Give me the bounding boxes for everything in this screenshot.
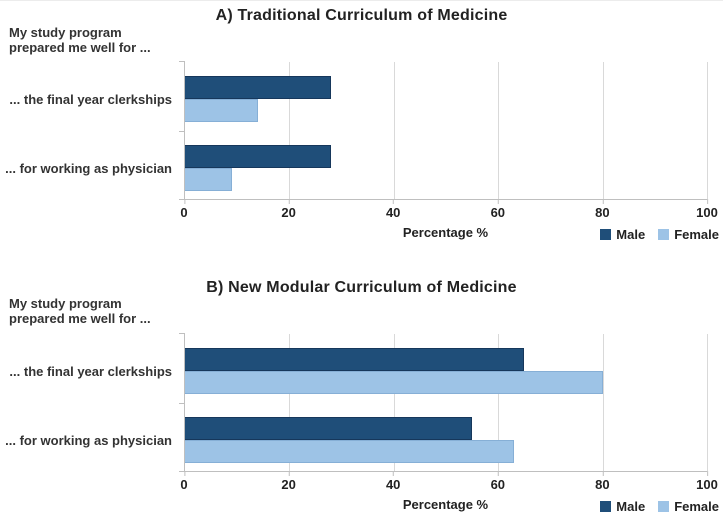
male-swatch-icon <box>600 501 612 512</box>
x-axis-label: Percentage % <box>402 497 489 512</box>
plot-area <box>179 333 708 472</box>
x-tick-label: 100 <box>696 199 718 220</box>
y-axis-tick <box>179 471 185 472</box>
bar-male-physician <box>185 417 473 440</box>
y-axis-note-line2: prepared me well for ... <box>9 311 151 326</box>
bar-male-physician <box>185 145 332 168</box>
chart-b: B) New Modular Curriculum of Medicine My… <box>0 265 723 529</box>
x-tick-label: 60 <box>490 199 506 220</box>
legend-item-male: Male <box>600 499 645 514</box>
gridline <box>393 62 395 199</box>
x-tick-label: 40 <box>385 199 401 220</box>
y-axis-tick <box>179 61 185 62</box>
bar-group-clerkships <box>185 348 707 394</box>
chart-a-title: A) Traditional Curriculum of Medicine <box>215 7 508 24</box>
x-tick-label: 40 <box>385 471 401 492</box>
legend-label-male: Male <box>616 499 646 514</box>
gridline <box>602 62 604 199</box>
gridline <box>289 62 291 199</box>
chart-a: A) Traditional Curriculum of Medicine My… <box>0 1 723 265</box>
category-label-clerkships: ... the final year clerkships <box>9 91 172 107</box>
y-axis-note-line2: prepared me well for ... <box>9 40 151 55</box>
x-tick-label: 0 <box>180 199 188 220</box>
gridline <box>289 334 291 471</box>
legend-label-female: Female <box>674 499 719 514</box>
legend-item-male: Male <box>600 227 645 242</box>
y-axis-note-line1: My study program <box>9 25 122 40</box>
y-axis-tick <box>179 402 185 404</box>
bar-male-clerkships <box>185 76 332 99</box>
x-tick-label: 20 <box>281 199 296 220</box>
male-swatch-icon <box>600 229 612 240</box>
x-axis-ticks: 0 20 40 60 80 100 <box>180 199 718 222</box>
legend: Male Female <box>600 227 719 242</box>
category-axis: ... the final year clerkships ... for wo… <box>0 334 184 472</box>
y-axis-note-line1: My study program <box>9 296 122 311</box>
bar-group-physician <box>185 417 707 463</box>
legend-label-male: Male <box>616 227 646 242</box>
x-tick-label: 60 <box>490 471 506 492</box>
bar-group-physician <box>185 145 707 191</box>
bar-female-physician <box>185 168 232 191</box>
plot-area <box>179 61 708 200</box>
legend: Male Female <box>600 499 719 514</box>
gridline <box>498 334 500 471</box>
x-tick-label: 20 <box>281 471 296 492</box>
legend-label-female: Female <box>674 227 719 242</box>
female-swatch-icon <box>658 501 670 512</box>
bar-female-physician <box>185 440 514 463</box>
gridlines <box>185 334 708 471</box>
x-tick-label: 80 <box>595 471 610 492</box>
gridline <box>602 334 604 471</box>
gridline <box>707 62 708 199</box>
bar-male-clerkships <box>185 348 525 371</box>
x-tick-label: 0 <box>180 471 188 492</box>
category-label-physician: ... for working as physician <box>5 160 172 176</box>
gridline <box>707 334 708 471</box>
category-label-physician: ... for working as physician <box>5 432 172 448</box>
gridlines <box>185 62 708 199</box>
bar-group-clerkships <box>185 76 707 122</box>
legend-item-female: Female <box>658 227 719 242</box>
y-axis-tick <box>179 333 185 334</box>
bar-female-clerkships <box>185 371 603 394</box>
x-tick-label: 80 <box>595 199 610 220</box>
y-axis-note: My study program prepared me well for ..… <box>9 25 151 55</box>
x-tick-label: 100 <box>696 471 718 492</box>
female-swatch-icon <box>658 229 670 240</box>
gridline <box>498 62 500 199</box>
category-axis: ... the final year clerkships ... for wo… <box>0 62 184 200</box>
y-axis-note: My study program prepared me well for ..… <box>9 296 151 326</box>
bar-female-clerkships <box>185 99 259 122</box>
legend-item-female: Female <box>658 499 719 514</box>
x-axis-label: Percentage % <box>402 225 489 240</box>
gridline <box>393 334 395 471</box>
y-axis-tick <box>179 199 185 200</box>
category-label-clerkships: ... the final year clerkships <box>9 363 172 379</box>
x-axis-ticks: 0 20 40 60 80 100 <box>180 471 718 494</box>
chart-b-title: B) New Modular Curriculum of Medicine <box>206 279 517 296</box>
y-axis-tick <box>179 130 185 132</box>
